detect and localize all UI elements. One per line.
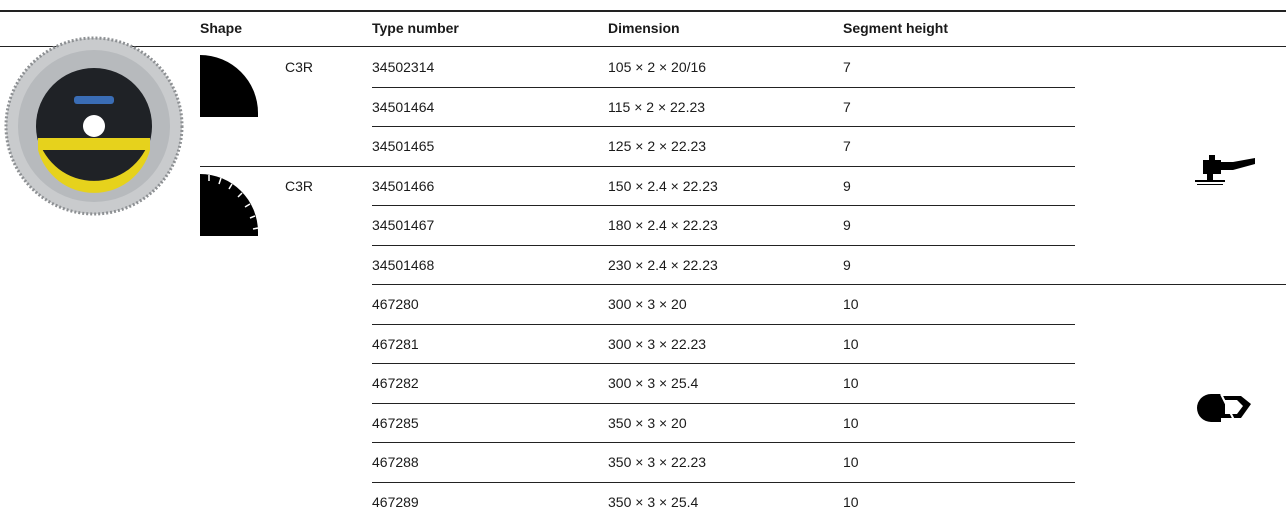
table-cell: 10 xyxy=(843,375,859,391)
table-cell: 350 × 3 × 20 xyxy=(608,414,687,431)
table-cell: 115 × 2 × 22.23 xyxy=(608,98,706,115)
table-cell: 467280 xyxy=(372,296,419,312)
table-cell: 10 xyxy=(843,493,859,510)
table-cell: 230 × 2.4 × 22.23 xyxy=(608,256,718,273)
table-cell: 105 × 2 × 20/16 xyxy=(608,59,707,75)
row-rule xyxy=(372,442,1075,443)
table-cell: 467289 xyxy=(372,493,419,510)
table-cell: 34502314 xyxy=(372,59,435,75)
table-cell: 7 xyxy=(843,138,851,154)
header-cell: Shape xyxy=(200,20,243,36)
table-cell: 300 × 3 × 25.4 xyxy=(608,375,699,391)
table-cell: 467281 xyxy=(372,335,419,352)
table-cell: 350 × 3 × 22.23 xyxy=(608,454,707,470)
table-cell: 34501464 xyxy=(372,98,435,115)
table-cell: 467285 xyxy=(372,414,419,431)
table-cell: 150 × 2.4 × 22.23 xyxy=(608,177,718,194)
table-cell: 7 xyxy=(843,59,851,75)
group-rule xyxy=(372,284,1286,285)
top-rule xyxy=(0,10,1286,12)
table-cell: 34501468 xyxy=(372,256,435,273)
group-rule xyxy=(200,165,1075,167)
row-rule xyxy=(372,86,1075,88)
row-rule xyxy=(372,244,1075,246)
table-cell: 9 xyxy=(843,217,851,233)
table-cell: 125 × 2 × 22.23 xyxy=(608,138,707,154)
table-cell: 10 xyxy=(843,335,859,352)
table-cell: 467288 xyxy=(372,454,419,470)
row-rule xyxy=(372,205,1075,206)
cut-off-saw-icon xyxy=(1197,393,1251,423)
shape-label: C3R xyxy=(285,59,314,75)
table-cell: 10 xyxy=(843,414,859,431)
table-cell: 9 xyxy=(843,256,851,273)
table-cell: 10 xyxy=(843,454,859,470)
row-rule xyxy=(372,481,1075,483)
table-cell: 10 xyxy=(843,296,859,312)
table-cell: 9 xyxy=(843,177,851,194)
table-cell: 300 × 3 × 20 xyxy=(608,296,687,312)
header-cell: Segment height xyxy=(843,20,949,36)
table-cell: 7 xyxy=(843,98,851,115)
angle-grinder-icon xyxy=(1195,155,1255,185)
table-cell: 34501467 xyxy=(372,217,435,233)
shape-icon-segmented xyxy=(200,174,259,236)
table-cell: 34501465 xyxy=(372,138,435,154)
table-cell: 180 × 2.4 × 22.23 xyxy=(608,217,718,233)
header-rule xyxy=(0,46,1286,47)
shape-icon-smooth xyxy=(200,55,258,117)
header-cell: Type number xyxy=(372,20,459,36)
table-cell: 467282 xyxy=(372,375,419,391)
product-image xyxy=(4,36,184,216)
shape-label: C3R xyxy=(285,177,314,194)
table-cell: 300 × 3 × 22.23 xyxy=(608,335,707,352)
row-rule xyxy=(372,323,1075,325)
row-rule xyxy=(372,363,1075,364)
row-rule xyxy=(372,402,1075,404)
header-cell: Dimension xyxy=(608,20,680,36)
table-cell: 350 × 3 × 25.4 xyxy=(608,493,699,510)
row-rule xyxy=(372,126,1075,127)
table-cell: 34501466 xyxy=(372,177,435,194)
